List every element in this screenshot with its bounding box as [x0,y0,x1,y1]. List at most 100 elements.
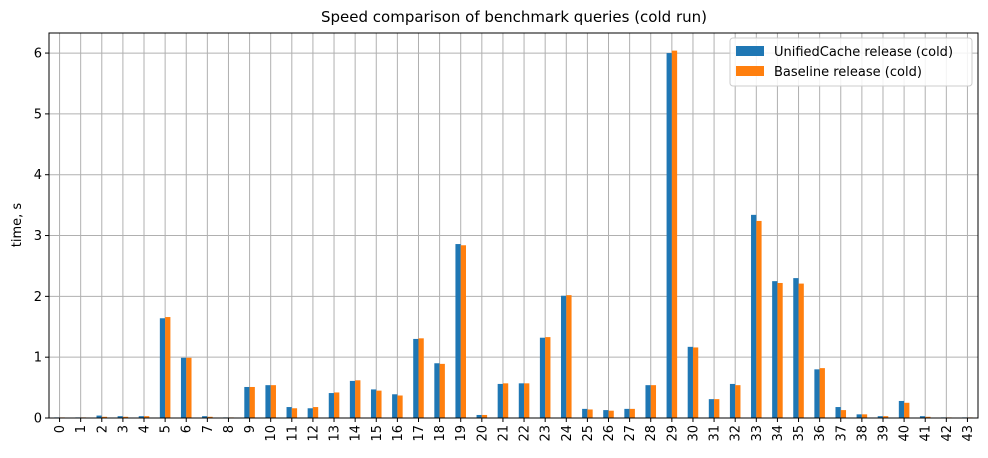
x-tick-label: 17 [412,425,427,442]
bar-baseline [439,363,445,418]
y-tick-label: 5 [34,107,42,122]
x-tick-label: 1 [74,425,89,433]
bar-unifiedcache [328,393,335,418]
x-tick-label: 18 [433,425,448,442]
bar-unifiedcache [666,53,672,418]
bar-unifiedcache [392,394,398,418]
bar-baseline [524,383,530,418]
bar-unifiedcache [729,383,736,418]
plot-frame [48,32,979,419]
bar-unifiedcache [645,385,651,418]
bar-baseline [144,416,150,418]
bar-baseline [756,220,762,418]
y-axis: 0 1 2 3 4 5 6 [34,47,49,427]
x-tick-label: 8 [222,425,237,433]
y-tick-label: 0 [34,412,42,427]
x-tick-label: 42 [940,425,955,442]
bar-baseline [629,408,635,418]
bar-unifiedcache [202,416,208,418]
bar-unifiedcache [180,357,187,418]
bar-unifiedcache [476,414,482,418]
x-tick-label: 0 [53,425,68,433]
bar-baseline [481,414,488,418]
x-tick-label: 40 [898,425,913,442]
chart-title: Speed comparison of benchmark queries (c… [321,8,707,26]
bar-unifiedcache [497,383,503,418]
bar-unifiedcache [413,338,419,418]
bar-unifiedcache [117,416,123,418]
x-tick-label: 41 [919,425,934,442]
bar-baseline [692,347,699,418]
x-tick-label: 16 [391,425,406,442]
bar-baseline [650,385,657,418]
bar-unifiedcache [582,408,588,418]
x-tick-label: 36 [813,425,828,442]
bar-baseline [777,282,783,418]
bars [54,50,973,418]
bar-unifiedcache [772,281,778,418]
legend-swatch [736,66,764,76]
x-tick-label: 26 [602,425,617,442]
bar-baseline [819,368,825,418]
bar-unifiedcache [159,318,166,418]
legend-label: Baseline release (cold) [774,65,922,80]
x-tick-label: 22 [518,425,533,442]
bar-unifiedcache [708,399,715,418]
bar-unifiedcache [455,244,461,418]
bar-unifiedcache [919,416,926,418]
bar-unifiedcache [603,410,609,418]
bar-baseline [608,410,614,418]
x-tick-label: 25 [581,425,596,442]
bar-baseline [312,407,319,418]
bar-baseline [270,385,276,418]
bar-baseline [291,408,298,418]
bar-baseline [376,390,382,418]
x-tick-label: 10 [264,425,279,442]
x-tick-label: 19 [454,425,469,442]
bar-unifiedcache [265,385,271,418]
bar-baseline [840,410,847,418]
x-tick-label: 14 [349,425,364,442]
bar-unifiedcache [751,214,757,418]
x-tick-label: 21 [496,425,511,442]
y-tick-label: 4 [34,168,42,183]
bar-baseline [355,380,361,418]
bar-unifiedcache [624,408,630,418]
legend-box [729,37,973,87]
x-tick-label: 24 [560,425,575,442]
bar-baseline [186,357,192,418]
bar-unifiedcache [370,389,377,418]
bar-baseline [904,402,910,418]
y-tick-label: 2 [34,290,42,305]
x-tick-label: 33 [750,425,765,442]
bar-unifiedcache [814,369,820,418]
bar-unifiedcache [898,400,905,418]
bar-baseline [502,383,509,418]
x-tick-label: 3 [116,425,131,433]
bar-unifiedcache [286,407,292,418]
y-tick-label: 6 [34,47,42,62]
bar-baseline [460,245,466,418]
y-tick-label: 1 [34,351,42,366]
bar-unifiedcache [835,407,841,418]
x-tick-label: 37 [834,425,849,442]
bar-baseline [882,416,889,418]
bar-baseline [587,409,593,418]
x-tick-label: 32 [729,425,744,442]
bar-unifiedcache [561,295,567,418]
bar-baseline [397,395,403,418]
x-tick-label: 29 [665,425,680,442]
bar-baseline [714,399,720,418]
legend: UnifiedCache release (cold) Baseline rele… [729,37,973,87]
bar-baseline [861,414,868,418]
x-tick-label: 6 [180,425,195,433]
bar-baseline [671,50,678,418]
x-tick-label: 28 [644,425,659,442]
legend-label: UnifiedCache release (cold) [774,45,953,60]
x-tick-label: 12 [306,425,321,442]
x-tick-label: 31 [708,425,723,442]
x-tick-label: 11 [285,425,300,442]
x-tick-label: 38 [855,425,870,442]
bar-baseline [334,392,340,418]
